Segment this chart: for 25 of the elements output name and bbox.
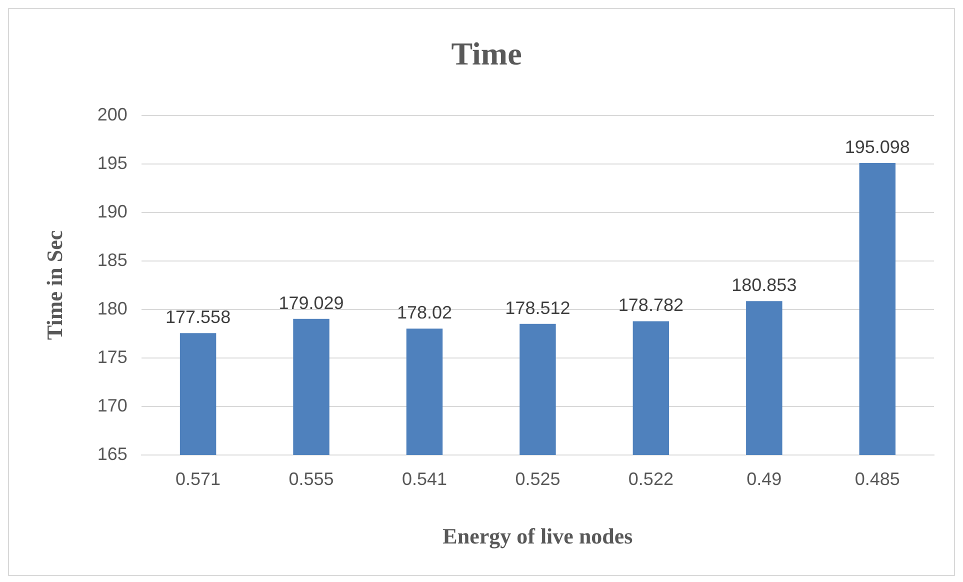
y-tick-label: 190 bbox=[97, 201, 128, 222]
x-tick-label: 0.49 bbox=[746, 468, 782, 489]
data-label: 195.098 bbox=[844, 136, 910, 157]
x-tick-label: 0.541 bbox=[402, 468, 448, 489]
data-label: 179.029 bbox=[278, 292, 344, 313]
y-tick-label: 200 bbox=[97, 104, 128, 124]
x-tick-label: 0.522 bbox=[628, 468, 674, 489]
chart-title: Time bbox=[451, 35, 522, 72]
y-tick-label: 180 bbox=[97, 298, 128, 318]
x-tick-label: 0.555 bbox=[288, 468, 334, 489]
data-label: 178.782 bbox=[618, 295, 684, 316]
data-label: 178.02 bbox=[396, 302, 452, 323]
y-tick-label: 165 bbox=[97, 444, 128, 464]
y-tick-label: 170 bbox=[97, 395, 128, 416]
x-axis-title: Energy of live nodes bbox=[442, 523, 634, 548]
data-label: 177.558 bbox=[166, 307, 231, 328]
x-tick-label: 0.571 bbox=[176, 468, 221, 489]
y-tick-label: 185 bbox=[97, 250, 128, 270]
y-tick-label: 195 bbox=[97, 152, 128, 173]
y-axis-title: Time in Sec bbox=[42, 230, 67, 340]
x-tick-label: 0.525 bbox=[515, 468, 560, 489]
data-label: 178.512 bbox=[505, 298, 570, 318]
x-tick-label: 0.485 bbox=[854, 468, 900, 489]
data-label: 180.853 bbox=[732, 275, 797, 296]
y-tick-label: 175 bbox=[97, 346, 128, 367]
